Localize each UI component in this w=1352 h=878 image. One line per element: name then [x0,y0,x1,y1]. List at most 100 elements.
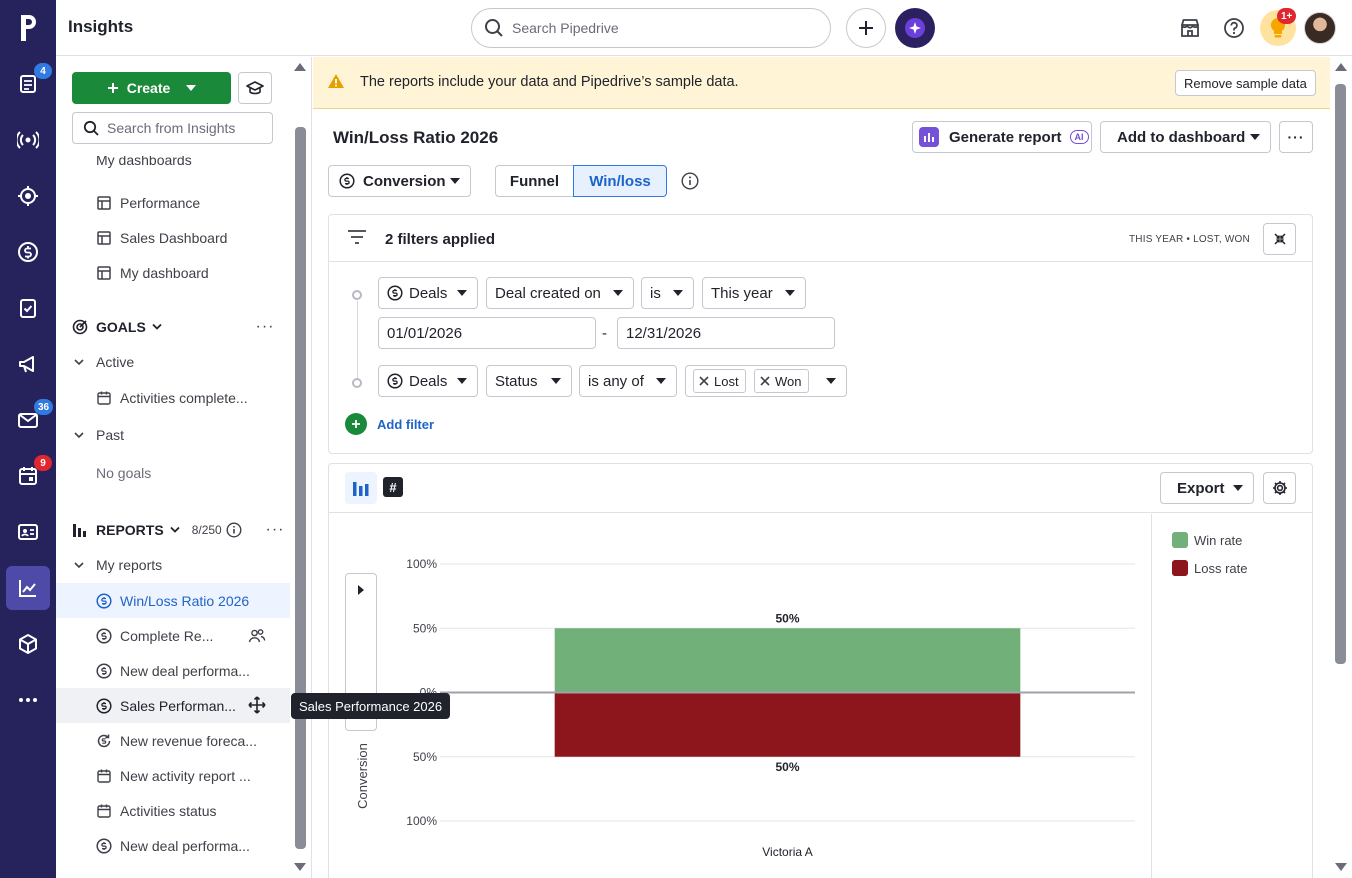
report-item[interactable]: New revenue foreca... [56,723,290,758]
data-label: 50% [775,760,799,774]
drag-move-icon[interactable] [248,696,266,714]
report-type-select[interactable]: Conversion [328,165,471,197]
reports-title: REPORTS [96,522,164,538]
filter1-entity-select[interactable]: Deals [378,277,478,309]
report-item[interactable]: Activities status [56,793,290,828]
close-icon[interactable] [759,375,771,387]
learn-button[interactable] [238,72,272,104]
add-filter-label: Add filter [377,416,435,432]
dashboard-label: My dashboard [120,264,209,281]
mail-nav-icon[interactable]: 36 [6,398,54,442]
report-more-button[interactable]: ··· [1279,121,1313,153]
sidebar-dashboard-item[interactable]: My dashboard [56,255,290,290]
y-tick-label: 100% [406,814,437,828]
more-nav-icon[interactable] [6,678,50,722]
legend-item-win[interactable]: Win rate [1172,532,1242,548]
generate-report-button[interactable]: Generate report AI [912,121,1092,153]
filter1-value-select[interactable]: This year [702,277,806,309]
date-to-input[interactable]: 12/31/2026 [617,317,835,349]
filter-chip-lost[interactable]: Lost [693,369,746,393]
chart-settings-button[interactable] [1263,472,1296,504]
create-button[interactable]: Create [72,72,231,104]
report-item[interactable]: New deal performa... [56,828,290,863]
bar-loss-rate [554,692,1021,757]
page-scrollbar[interactable] [1330,57,1352,878]
reports-more-icon[interactable]: ··· [265,521,285,538]
scroll-down-arrow[interactable] [1335,863,1347,871]
pipedrive-logo-icon[interactable] [0,0,56,56]
close-icon[interactable] [698,375,710,387]
mail-badge: 36 [34,399,54,415]
filters-panel: 2 filters applied THIS YEAR • LOST, WON … [328,214,1313,454]
add-filter-button[interactable]: Add filter [345,413,434,435]
activities-nav-icon[interactable] [6,286,50,330]
tab-funnel[interactable]: Funnel [495,165,574,197]
reports-section-header[interactable]: REPORTS 8/250 [72,520,242,540]
filter2-operator-select[interactable]: is any of [579,365,677,397]
scroll-up-arrow[interactable] [294,63,306,71]
my-reports-group[interactable]: My reports [56,547,290,582]
filter1-operator-select[interactable]: is [641,277,694,309]
contacts-nav-icon[interactable] [6,510,50,554]
collapse-filters-button[interactable] [1263,223,1296,255]
filter-chip-won[interactable]: Won [754,369,809,393]
legend-swatch [1172,560,1188,576]
sidebar-scrollbar[interactable] [290,57,312,878]
scroll-down-arrow[interactable] [294,863,306,871]
filter1-field-select[interactable]: Deal created on [486,277,634,309]
user-avatar[interactable] [1304,12,1336,44]
add-to-dashboard-button[interactable]: Add to dashboard [1100,121,1271,153]
info-icon[interactable] [226,522,242,538]
page-scroll-thumb[interactable] [1335,84,1346,664]
calendar-nav-icon[interactable]: 9 [6,454,52,498]
report-item-hovered[interactable]: Sales Performan... [56,688,290,723]
sidebar-dashboard-item[interactable]: Performance [56,185,290,220]
remove-sample-data-button[interactable]: Remove sample data [1175,70,1316,96]
report-item[interactable]: New activity report ... [56,758,290,793]
sidebar-dashboard-item[interactable]: Sales Dashboard [56,220,290,255]
leads-nav-icon[interactable]: 4 [6,62,52,106]
global-search-input[interactable]: Search Pipedrive [471,8,831,48]
deals-nav-icon[interactable] [6,118,50,162]
goal-item[interactable]: Activities complete... [56,380,290,415]
calendar-badge: 9 [34,455,52,471]
caret-down-icon [1250,134,1260,140]
date-from-input[interactable]: 01/01/2026 [378,317,596,349]
filter2-field-value: Status [495,372,538,390]
money-nav-icon[interactable] [6,230,50,274]
goals-more-icon[interactable]: ··· [255,318,275,335]
legend-item-loss[interactable]: Loss rate [1172,560,1247,576]
filter2-entity-select[interactable]: Deals [378,365,478,397]
tab-winloss[interactable]: Win/loss [573,165,667,197]
legend-label: Loss rate [1194,560,1248,576]
marketplace-icon[interactable] [1178,16,1202,40]
goals-title: GOALS [96,319,146,335]
sidebar-scroll-thumb[interactable] [295,127,306,849]
products-nav-icon[interactable] [6,622,50,666]
report-title[interactable]: Win/Loss Ratio 2026 [333,128,499,147]
report-item[interactable]: Complete Re... [56,618,290,653]
goals-section-header[interactable]: GOALS [72,317,162,337]
my-dashboards-header[interactable]: My dashboards [56,150,290,170]
chart-view-toggle[interactable] [345,472,377,504]
export-button[interactable]: Export [1160,472,1254,504]
chevron-down-icon [170,526,180,533]
ai-assistant-button[interactable] [895,8,935,48]
info-icon[interactable] [681,172,699,190]
calendar-icon [96,768,112,784]
insights-search-input[interactable]: Search from Insights [72,112,273,144]
filter2-field-select[interactable]: Status [486,365,572,397]
filters-header[interactable]: 2 filters applied THIS YEAR • LOST, WON [329,215,1312,262]
insights-nav-icon[interactable] [6,566,50,610]
report-item[interactable]: New deal performa... [56,653,290,688]
campaigns-nav-icon[interactable] [6,174,50,218]
sparkle-icon [905,18,925,38]
megaphone-nav-icon[interactable] [6,342,50,386]
goals-active-group[interactable]: Active [56,344,290,379]
goals-past-group[interactable]: Past [56,417,290,452]
quick-add-button[interactable] [846,8,886,48]
report-item-selected[interactable]: Win/Loss Ratio 2026 [56,583,290,618]
scroll-up-arrow[interactable] [1335,63,1347,71]
help-icon[interactable] [1222,16,1246,40]
number-view-toggle[interactable]: # [383,477,403,497]
